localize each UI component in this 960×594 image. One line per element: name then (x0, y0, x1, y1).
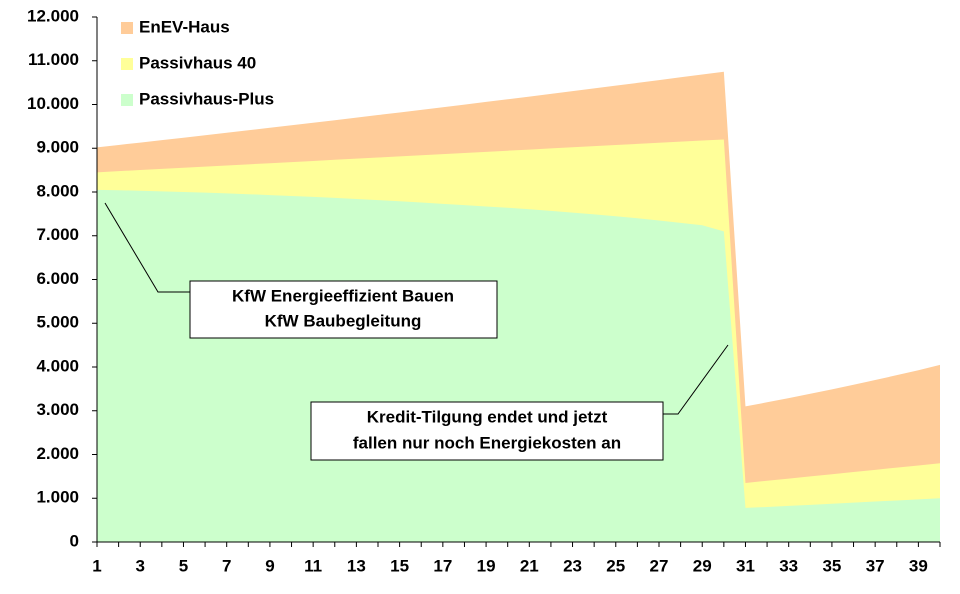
plot-area (97, 71, 940, 542)
x-tick-label: 27 (650, 556, 669, 575)
legend-label: Passivhaus-Plus (139, 89, 274, 108)
y-tick-label: 11.000 (28, 50, 79, 69)
y-tick-label: 12.000 (27, 6, 79, 25)
legend-swatch (121, 94, 133, 106)
y-tick-label: 5.000 (36, 313, 79, 332)
y-tick-label: 3.000 (36, 400, 79, 419)
annotation-text: KfW Energieeffizient Bauen (232, 286, 454, 305)
x-tick-label: 19 (477, 556, 496, 575)
y-tick-label: 2.000 (36, 444, 79, 463)
x-tick-label: 11 (304, 556, 322, 575)
x-tick-label: 7 (222, 556, 231, 575)
leader-line (663, 344, 729, 415)
x-tick-label: 39 (909, 556, 928, 575)
legend: EnEV-Haus Passivhaus 40 Passivhaus-Plus (121, 17, 274, 108)
legend-label: EnEV-Haus (139, 17, 230, 36)
x-tick-label: 31 (736, 556, 755, 575)
y-tick-label: 0 (70, 531, 79, 550)
x-tick-label: 21 (520, 556, 539, 575)
legend-label: Passivhaus 40 (139, 53, 256, 72)
x-tick-label: 37 (866, 556, 885, 575)
x-tick-label: 9 (265, 556, 274, 575)
x-tick-label: 1 (92, 556, 101, 575)
y-tick-label: 9.000 (36, 138, 79, 157)
area (97, 189, 940, 542)
annotation-text: fallen nur noch Energiekosten an (353, 433, 621, 452)
y-tick-label: 6.000 (36, 269, 79, 288)
y-tick-label: 1.000 (36, 488, 79, 507)
annotation: KfW Energieeffizient Bauen KfW Baubeglei… (104, 202, 498, 339)
annotation-box (310, 401, 664, 461)
y-tick-label: 10.000 (27, 94, 79, 113)
annotation-text: KfW Baubegleitung (265, 311, 422, 330)
annotation-text: Kredit-Tilgung endet und jetzt (367, 407, 608, 426)
x-tick-label: 13 (347, 556, 366, 575)
x-tick-label: 17 (433, 556, 452, 575)
x-tick-label: 29 (693, 556, 712, 575)
x-tick-label: 33 (779, 556, 798, 575)
y-tick-label: 4.000 (36, 356, 79, 375)
x-tick-label: 35 (822, 556, 841, 575)
y-tick-label: 7.000 (36, 225, 79, 244)
x-tick-label: 15 (390, 556, 409, 575)
legend-swatch (121, 22, 133, 34)
x-tick-label: 25 (606, 556, 625, 575)
x-tick-label: 23 (563, 556, 582, 575)
legend-swatch (121, 58, 133, 70)
x-tick-label: 3 (135, 556, 144, 575)
annotation-box (189, 280, 498, 339)
annotation: Kredit-Tilgung endet und jetzt fallen nu… (310, 344, 729, 461)
axes: 0 1.000 2.000 3.000 4.000 5.000 6.000 7.000 8.00… (27, 6, 941, 575)
leader-line (104, 202, 190, 293)
y-tick-label: 8.000 (36, 181, 79, 200)
x-tick-label: 5 (179, 556, 188, 575)
